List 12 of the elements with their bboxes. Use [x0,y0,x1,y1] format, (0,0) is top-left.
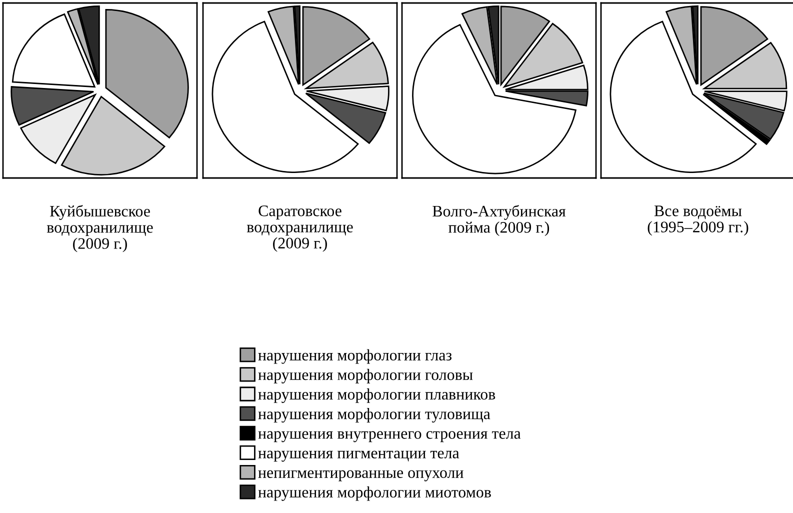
text: Все водоёмы (1995–2009 гг.) [648,206,748,236]
text: Волго-Ахтубинская пойма (2009 г.) [432,205,566,236]
legend-label: нарушения морфологии глаз [258,349,452,364]
legend-label: нарушения морфологии плавников [258,388,496,403]
legend-label: нарушения внутреннего строения тела [258,431,521,442]
legend-label: нарушения морфологии миотомов [258,486,491,501]
legend-label: нарушения морфологии туловища [258,408,490,423]
text: Куйбышевское водохранилище (2009 г.) [46,205,153,252]
legend-label: непигментированные опухоли [258,470,464,482]
legend-label: нарушения пигментации тела [258,450,460,462]
legend-label: нарушения морфологии головы [258,368,473,384]
text: Саратовское водохранилище (2009 г.) [246,206,353,252]
